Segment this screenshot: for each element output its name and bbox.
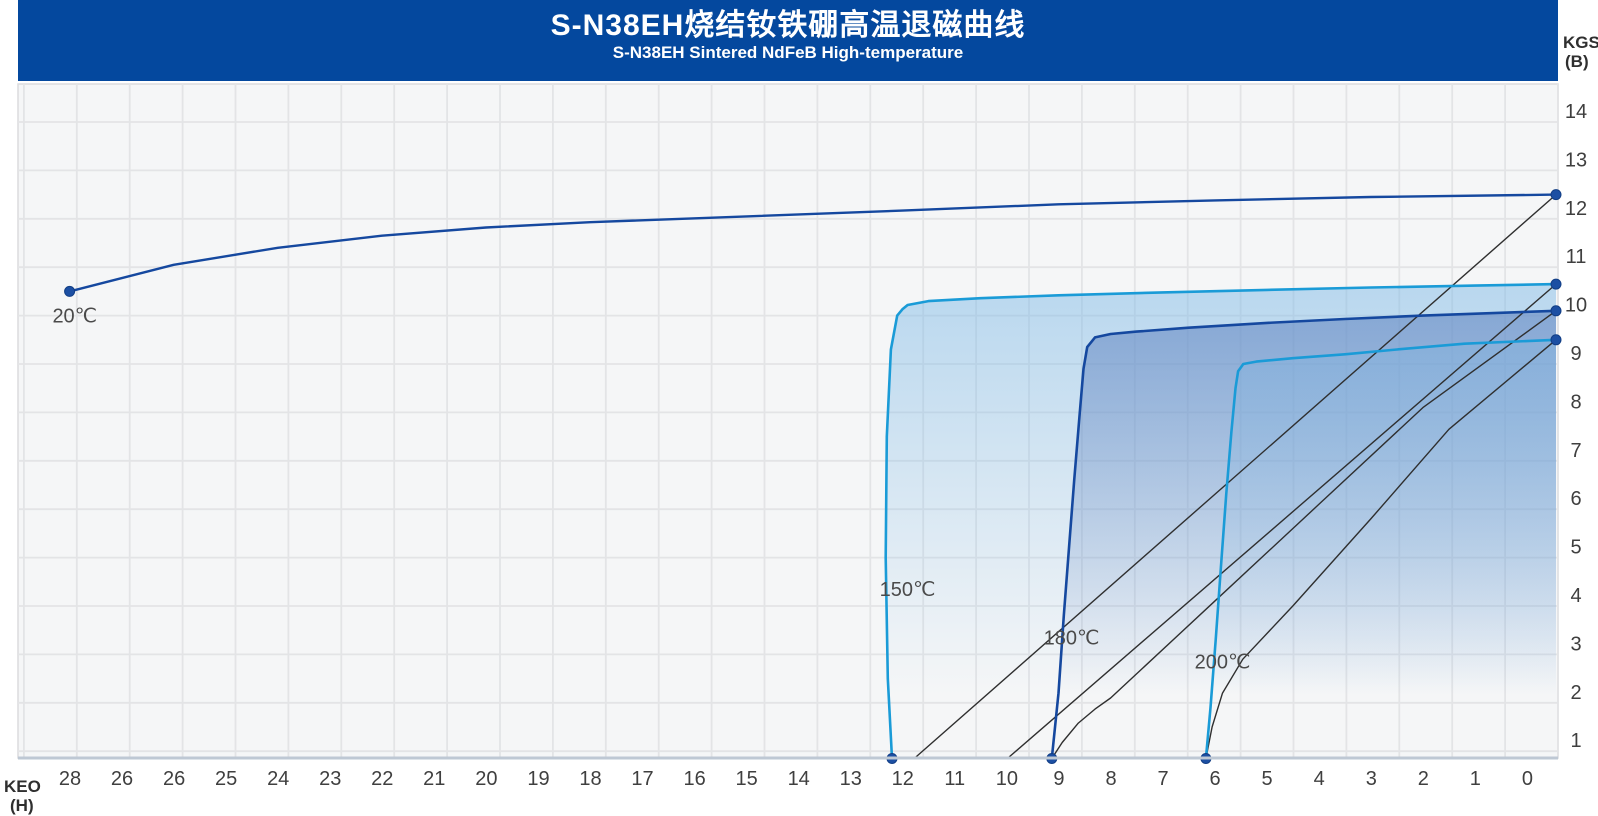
y-axis-unit-label: KGS bbox=[1563, 33, 1598, 52]
x-tick-label: 8 bbox=[1105, 768, 1116, 790]
x-tick-label: 0 bbox=[1522, 768, 1533, 790]
chart-subtitle: S-N38EH Sintered NdFeB High-temperature bbox=[612, 43, 964, 62]
x-tick-label: 28 bbox=[59, 768, 81, 790]
x-tick-label: 26 bbox=[163, 768, 185, 790]
y-tick-label: 11 bbox=[1566, 246, 1587, 268]
x-tick-label: 18 bbox=[579, 768, 601, 790]
x-tick-label: 11 bbox=[944, 768, 965, 790]
x-tick-label: 5 bbox=[1262, 768, 1273, 790]
x-tick-label: 12 bbox=[892, 768, 914, 790]
y-axis-unit-symbol: (B) bbox=[1565, 52, 1589, 71]
curve-20c-intrinsic-start-dot bbox=[64, 285, 76, 297]
x-tick-label: 24 bbox=[267, 768, 289, 790]
x-tick-label: 21 bbox=[423, 768, 445, 790]
x-tick-label: 22 bbox=[371, 768, 393, 790]
curve-20c-normal bbox=[915, 193, 1557, 758]
y-tick-label: 1 bbox=[1570, 730, 1581, 752]
y-tick-label: 3 bbox=[1570, 633, 1581, 655]
y-tick-label: 4 bbox=[1570, 585, 1581, 607]
y-tick-label: 2 bbox=[1570, 682, 1581, 704]
y-tick-label: 5 bbox=[1570, 537, 1581, 559]
x-tick-label: 15 bbox=[735, 768, 757, 790]
x-tick-label: 3 bbox=[1366, 768, 1377, 790]
x-tick-label: 10 bbox=[996, 768, 1018, 790]
x-tick-label: 4 bbox=[1314, 768, 1325, 790]
curve-20c-intrinsic-label: 20℃ bbox=[52, 306, 97, 328]
curve-180c-intrinsic bbox=[1050, 309, 1558, 760]
curve-180c-intrinsic-end-dot bbox=[1550, 305, 1562, 317]
x-axis-unit-symbol: (H) bbox=[10, 796, 34, 815]
x-tick-label: 7 bbox=[1157, 768, 1168, 790]
x-tick-label: 19 bbox=[527, 768, 549, 790]
y-tick-label: 6 bbox=[1570, 488, 1581, 510]
x-axis-unit-label: KEO bbox=[4, 777, 41, 796]
curve-200c-normal bbox=[1205, 339, 1557, 760]
x-tick-label: 6 bbox=[1210, 768, 1221, 790]
y-tick-label: 7 bbox=[1570, 440, 1581, 462]
x-tick-label: 23 bbox=[319, 768, 341, 790]
x-tick-label: 9 bbox=[1053, 768, 1064, 790]
x-tick-label: 26 bbox=[111, 768, 133, 790]
y-tick-label: 12 bbox=[1565, 198, 1587, 220]
curve-150c-intrinsic-end-dot bbox=[1550, 278, 1562, 290]
x-tick-label: 25 bbox=[215, 768, 237, 790]
y-tick-label: 8 bbox=[1570, 391, 1581, 413]
curve-200c-intrinsic-label: 200℃ bbox=[1195, 652, 1251, 674]
x-tick-label: 2 bbox=[1418, 768, 1429, 790]
x-tick-label: 13 bbox=[840, 768, 862, 790]
x-tick-label: 17 bbox=[631, 768, 653, 790]
x-tick-label: 1 bbox=[1470, 768, 1481, 790]
x-tick-label: 20 bbox=[475, 768, 497, 790]
curve-20c-intrinsic-end-dot bbox=[1550, 189, 1562, 201]
curve-150c-intrinsic-label: 150℃ bbox=[880, 579, 936, 601]
curve-200c-intrinsic-fill bbox=[1205, 339, 1556, 759]
x-tick-label: 16 bbox=[683, 768, 705, 790]
x-tick-label: 14 bbox=[788, 768, 810, 790]
curve-180c-intrinsic-label: 180℃ bbox=[1044, 628, 1100, 650]
y-tick-label: 14 bbox=[1565, 101, 1587, 123]
curve-20c-intrinsic bbox=[68, 193, 1558, 293]
y-tick-label: 9 bbox=[1570, 343, 1581, 365]
y-tick-label: 13 bbox=[1565, 149, 1587, 171]
chart-title: S-N38EH烧结钕铁硼高温退磁曲线 bbox=[550, 9, 1026, 42]
curve-150c-normal bbox=[1008, 283, 1557, 758]
curve-200c-intrinsic-end-dot bbox=[1550, 334, 1562, 346]
curve-200c-intrinsic bbox=[1204, 338, 1558, 760]
chart-header: S-N38EH烧结钕铁硼高温退磁曲线 S-N38EH Sintered NdFe… bbox=[18, 0, 1558, 81]
curve-180c-normal bbox=[1051, 310, 1557, 760]
curve-150c-intrinsic bbox=[884, 282, 1558, 760]
y-tick-label: 10 bbox=[1565, 295, 1587, 317]
